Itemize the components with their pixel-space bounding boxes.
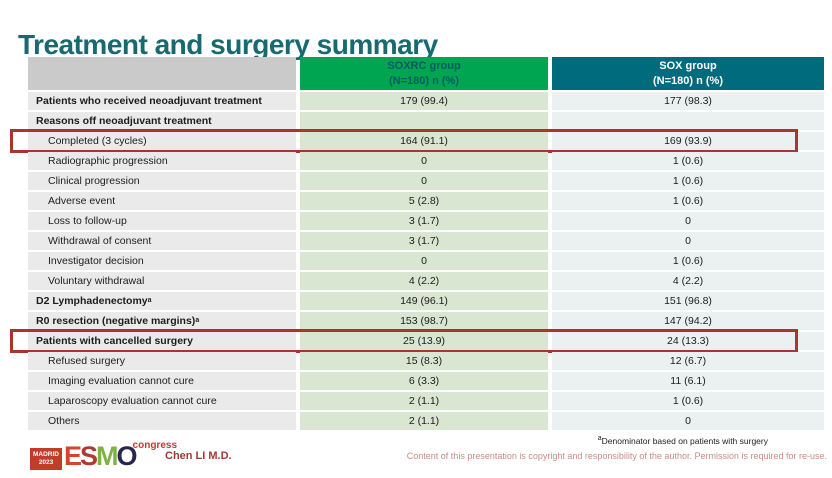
soxrc-group-sub: (N=180) n (%) <box>389 74 459 87</box>
table-body: Patients who received neoadjuvant treatm… <box>10 92 824 430</box>
row-label: Investigator decision <box>28 252 296 270</box>
table-row: Imaging evaluation cannot cure 6 (3.3) 1… <box>28 372 824 390</box>
row-label: R0 resection (negative margins) a <box>28 312 296 330</box>
madrid-2023-badge: MADRID 2023 <box>30 448 62 471</box>
soxrc-value: 3 (1.7) <box>300 232 548 250</box>
esmo-letter-s: S <box>80 441 98 471</box>
table-row: Voluntary withdrawal 4 (2.2) 4 (2.2) <box>28 272 824 290</box>
soxrc-group-name: SOXRC group <box>387 60 461 73</box>
table-row: Patients who received neoadjuvant treatm… <box>28 92 824 110</box>
row-label: Laparoscopy evaluation cannot cure <box>28 392 296 410</box>
table-row: Radiographic progression 0 1 (0.6) <box>28 152 824 170</box>
sox-value: 1 (0.6) <box>552 152 824 170</box>
soxrc-value: 6 (3.3) <box>300 372 548 390</box>
footnote-superscript: a <box>597 435 602 443</box>
table-row: Investigator decision 0 1 (0.6) <box>28 252 824 270</box>
summary-table: SOXRC group (N=180) n (%) SOX group (N=1… <box>10 57 824 432</box>
esmo-wordmark: E S M O <box>64 441 138 471</box>
sox-value: 1 (0.6) <box>552 252 824 270</box>
page-title: Treatment and surgery summary <box>18 28 438 60</box>
soxrc-value: 3 (1.7) <box>300 212 548 230</box>
congress-label: congress <box>132 440 178 451</box>
sox-value: 1 (0.6) <box>552 192 824 210</box>
sox-value <box>552 112 824 130</box>
soxrc-value: 0 <box>300 172 548 190</box>
row-label: Adverse event <box>28 192 296 210</box>
soxrc-value: 0 <box>300 152 548 170</box>
header-sox-group: SOX group (N=180) n (%) <box>552 57 824 90</box>
table-row: Loss to follow-up 3 (1.7) 0 <box>28 212 824 230</box>
row-label: Others <box>28 412 296 430</box>
soxrc-value: 149 (96.1) <box>300 292 548 310</box>
soxrc-value: 153 (98.7) <box>300 312 548 330</box>
sox-value: 11 (6.1) <box>552 372 824 390</box>
row-label: Voluntary withdrawal <box>28 272 296 290</box>
row-label: Withdrawal of consent <box>28 232 296 250</box>
esmo-congress-logo: MADRID 2023 E S M O congress <box>30 438 178 471</box>
soxrc-value: 15 (8.3) <box>300 352 548 370</box>
soxrc-value: 5 (2.8) <box>300 192 548 210</box>
header-soxrc-group: SOXRC group (N=180) n (%) <box>300 57 548 90</box>
soxrc-value: 2 (1.1) <box>300 412 548 430</box>
footnote-text: Denominator based on patients with surge… <box>601 436 768 446</box>
row-label: Completed (3 cycles) <box>28 132 296 150</box>
badge-city: MADRID <box>33 451 59 458</box>
author-name: Chen LI M.D. <box>165 450 232 462</box>
header-blank-cell <box>28 57 296 90</box>
sox-value: 147 (94.2) <box>552 312 824 330</box>
copyright-notice: Content of this presentation is copyrigh… <box>406 451 827 461</box>
soxrc-value: 2 (1.1) <box>300 392 548 410</box>
row-label: Refused surgery <box>28 352 296 370</box>
row-label: Imaging evaluation cannot cure <box>28 372 296 390</box>
sox-value: 151 (96.8) <box>552 292 824 310</box>
esmo-letter-e: E <box>64 441 82 471</box>
table-row: R0 resection (negative margins) a 153 (98… <box>28 312 824 330</box>
table-row: Reasons off neoadjuvant treatment <box>28 112 824 130</box>
soxrc-value: 4 (2.2) <box>300 272 548 290</box>
sox-group-sub: (N=180) n (%) <box>653 74 723 87</box>
sox-value: 24 (13.3) <box>552 332 824 350</box>
soxrc-value: 0 <box>300 252 548 270</box>
row-label: Reasons off neoadjuvant treatment <box>28 112 296 130</box>
table-row: Completed (3 cycles) 164 (91.1) 169 (93.… <box>10 129 824 153</box>
row-label: Patients who received neoadjuvant treatm… <box>28 92 296 110</box>
table-row: Adverse event 5 (2.8) 1 (0.6) <box>28 192 824 210</box>
sox-value: 169 (93.9) <box>552 132 824 150</box>
sox-value: 177 (98.3) <box>552 92 824 110</box>
esmo-letter-m: M <box>96 441 118 471</box>
row-label: Patients with cancelled surgery <box>28 332 296 350</box>
sox-group-name: SOX group <box>659 60 717 73</box>
table-row: Others 2 (1.1) 0 <box>28 412 824 430</box>
row-label: Clinical progression <box>28 172 296 190</box>
sox-value: 1 (0.6) <box>552 172 824 190</box>
row-label: Radiographic progression <box>28 152 296 170</box>
table-row: Withdrawal of consent 3 (1.7) 0 <box>28 232 824 250</box>
soxrc-value <box>300 112 548 130</box>
denominator-footnote: aDenominator based on patients with surg… <box>597 435 768 446</box>
soxrc-value: 179 (99.4) <box>300 92 548 110</box>
table-row: Refused surgery 15 (8.3) 12 (6.7) <box>28 352 824 370</box>
sox-value: 0 <box>552 412 824 430</box>
sox-value: 0 <box>552 212 824 230</box>
badge-year: 2023 <box>38 459 54 467</box>
sox-value: 12 (6.7) <box>552 352 824 370</box>
table-header-row: SOXRC group (N=180) n (%) SOX group (N=1… <box>28 57 824 90</box>
table-row: Laparoscopy evaluation cannot cure 2 (1.… <box>28 392 824 410</box>
sox-value: 4 (2.2) <box>552 272 824 290</box>
table-row: Patients with cancelled surgery 25 (13.9… <box>10 329 824 353</box>
row-label: Loss to follow-up <box>28 212 296 230</box>
soxrc-value: 25 (13.9) <box>300 332 548 350</box>
table-row: Clinical progression 0 1 (0.6) <box>28 172 824 190</box>
sox-value: 1 (0.6) <box>552 392 824 410</box>
soxrc-value: 164 (91.1) <box>300 132 548 150</box>
row-label: D2 Lymphadenectomy a <box>28 292 296 310</box>
sox-value: 0 <box>552 232 824 250</box>
esmo-letter-o: O <box>116 441 138 471</box>
table-row: D2 Lymphadenectomy a 149 (96.1) 151 (96.8… <box>28 292 824 310</box>
